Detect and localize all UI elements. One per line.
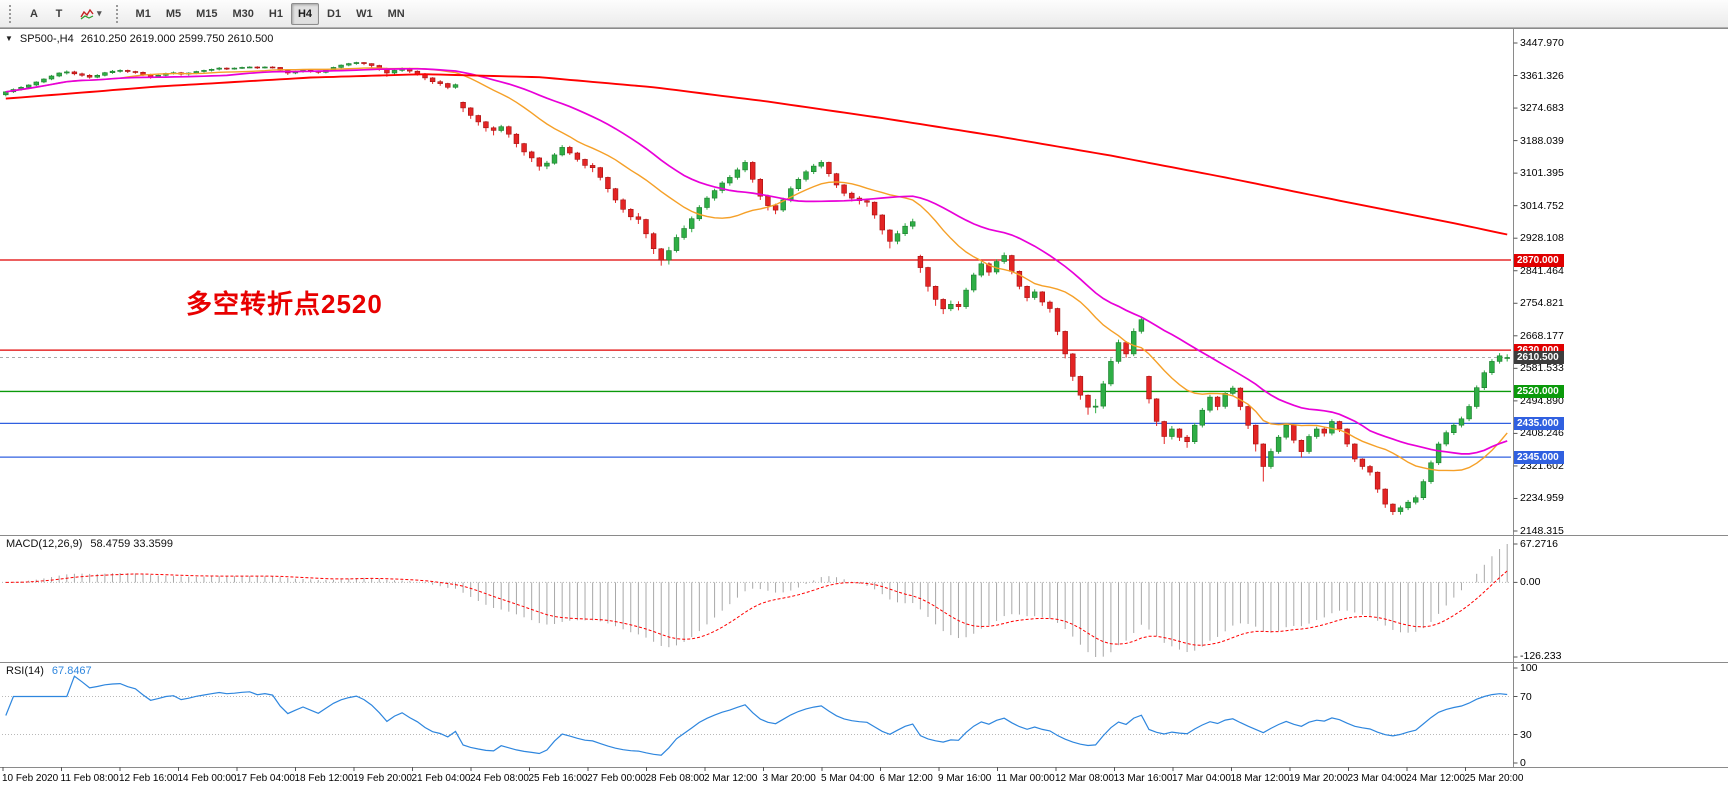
timeframe-buttons-group: M1 M5 M15 M30 H1 H4 D1 W1 MN [129, 2, 412, 25]
timeframe-h1-button[interactable]: H1 [262, 3, 290, 25]
timeframe-h4-button[interactable]: H4 [290, 2, 320, 25]
caret-down-icon: ▾ [97, 8, 102, 18]
toolbar-grip [115, 4, 122, 23]
timeframe-m5-button[interactable]: M5 [159, 3, 188, 25]
timeframe-m15-button[interactable]: M15 [189, 3, 224, 25]
timeframe-w1-button[interactable]: W1 [349, 3, 380, 25]
timeframe-m1-button[interactable]: M1 [129, 3, 158, 25]
timeframe-mn-button[interactable]: MN [381, 3, 412, 25]
objects-dropdown-button[interactable]: ▾ [73, 3, 109, 25]
timeframe-m30-button[interactable]: M30 [226, 3, 261, 25]
toolbar-button-cursor-a[interactable]: A [22, 3, 46, 25]
toolbar-grip [9, 4, 15, 23]
zigzag-icon [80, 8, 94, 20]
toolbar-button-text-t[interactable]: T [47, 3, 71, 25]
timeframe-d1-button[interactable]: D1 [320, 3, 348, 25]
text-annotation[interactable]: 多空转折点2520 [186, 289, 383, 319]
